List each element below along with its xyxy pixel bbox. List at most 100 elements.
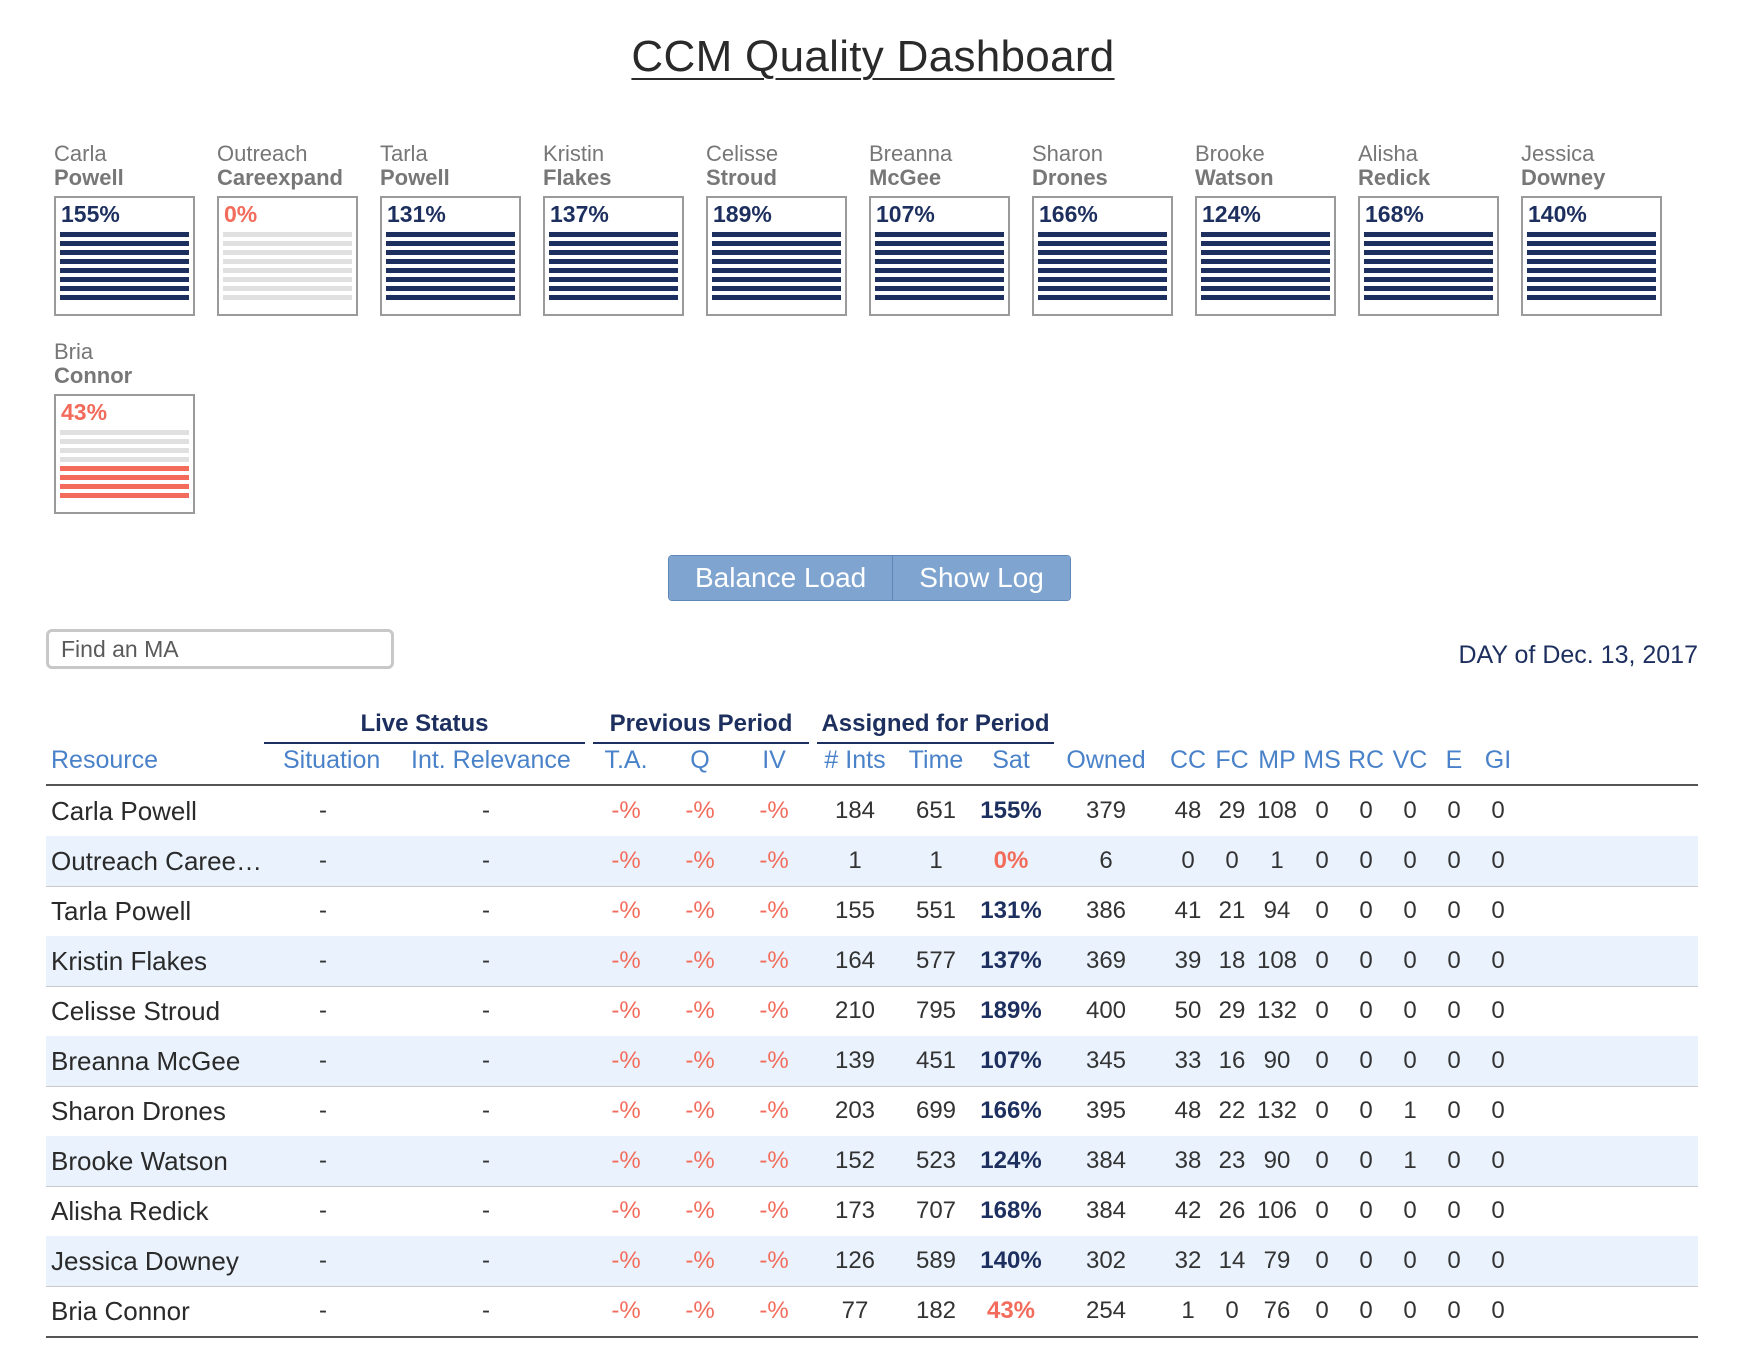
card-last-name: Downey <box>1521 165 1606 190</box>
header-iv[interactable]: IV <box>762 746 786 774</box>
cell-name[interactable]: Carla Powell <box>51 796 197 826</box>
workload-card[interactable]: Outreach Careexpand 0% <box>217 142 358 316</box>
load-bar-segment <box>1364 277 1493 282</box>
header-situation[interactable]: Situation <box>283 746 381 774</box>
table-row[interactable]: Celisse Stroud - - -% -% -% 210 795 189% 400 50 29 1… <box>46 986 1698 1037</box>
load-bar-segment <box>1364 268 1493 273</box>
header-vc[interactable]: VC <box>1392 746 1428 774</box>
cell-fc: 14 <box>1218 1247 1246 1274</box>
table-row[interactable]: Carla Powell - - -% -% -% 184 651 155% 379 48 29 108… <box>46 786 1698 837</box>
cell-vc: 0 <box>1403 1247 1417 1274</box>
cell-name[interactable]: Kristin Flakes <box>51 946 208 976</box>
cell-name[interactable]: Celisse Stroud <box>51 996 221 1026</box>
cell-name[interactable]: Jessica Downey <box>51 1246 239 1276</box>
header-owned[interactable]: Owned <box>1066 746 1146 774</box>
header-resource[interactable]: Resource <box>51 746 158 774</box>
load-bar-segment <box>223 250 352 255</box>
cell-name[interactable]: Bria Connor <box>51 1296 190 1326</box>
table-row[interactable]: Brooke Watson - - -% -% -% 152 523 124% 384 38 23 90… <box>46 1136 1698 1187</box>
cell-e: 0 <box>1447 1247 1461 1274</box>
cell-gi: 0 <box>1491 1097 1505 1124</box>
workload-card[interactable]: Brooke Watson 124% <box>1195 142 1336 316</box>
card-last-name: Stroud <box>706 165 777 190</box>
workload-card[interactable]: Jessica Downey 140% <box>1521 142 1662 316</box>
cell-rc: 0 <box>1359 1097 1373 1124</box>
workload-card[interactable]: Kristin Flakes 137% <box>543 142 684 316</box>
load-bar-segment <box>1527 250 1656 255</box>
header-ms[interactable]: MS <box>1303 746 1341 774</box>
header-cc[interactable]: CC <box>1169 746 1207 774</box>
table-row[interactable]: Kristin Flakes - - -% -% -% 164 577 137% 369 39 18 1… <box>46 936 1698 987</box>
cell-ms: 0 <box>1315 1097 1329 1124</box>
cell-time: 795 <box>915 997 957 1024</box>
header-ta[interactable]: T.A. <box>604 746 648 774</box>
cell-e: 0 <box>1447 1297 1461 1324</box>
cell-owned: 384 <box>1085 1197 1127 1224</box>
table-row[interactable]: Bria Connor - - -% -% -% 77 182 43% 254 1 0 76 0 0 0 0 0 <box>46 1286 1698 1338</box>
header-rc[interactable]: RC <box>1347 746 1385 774</box>
cell-relevance: - <box>482 1147 490 1174</box>
cell-ms: 0 <box>1315 897 1329 924</box>
load-percent: 0% <box>224 201 258 227</box>
header-mp[interactable]: MP <box>1258 746 1296 774</box>
load-bar-segment <box>1364 259 1493 264</box>
cell-iv: -% <box>759 1297 789 1324</box>
cell-sat: 137% <box>980 947 1042 974</box>
workload-card[interactable]: Bria Connor 43% <box>54 340 195 514</box>
cell-situation: - <box>319 1097 327 1124</box>
header-time[interactable]: Time <box>908 746 964 774</box>
header-sat[interactable]: Sat <box>992 746 1030 774</box>
load-bar-segment <box>60 430 189 435</box>
cell-ta: -% <box>611 1097 641 1124</box>
cell-ta: -% <box>611 1147 641 1174</box>
cell-name[interactable]: Breanna McGee <box>51 1046 241 1076</box>
cell-owned: 302 <box>1085 1247 1127 1274</box>
load-bar-segment <box>1364 295 1493 300</box>
load-bar-segment <box>549 286 678 291</box>
table-row[interactable]: Jessica Downey - - -% -% -% 126 589 140% 302 32 14 7… <box>46 1236 1698 1287</box>
group-assigned-for-period: Assigned for Period <box>817 710 1054 744</box>
load-bar-segment <box>1527 268 1656 273</box>
load-bar-segment <box>875 241 1004 246</box>
cell-owned: 345 <box>1085 1047 1127 1074</box>
workload-card[interactable]: Tarla Powell 131% <box>380 142 521 316</box>
header-int-relevance[interactable]: Int. Relevance <box>411 746 571 774</box>
table-row[interactable]: Sharon Drones - - -% -% -% 203 699 166% 395 48 22 13… <box>46 1086 1698 1137</box>
header-fc[interactable]: FC <box>1215 746 1249 774</box>
header-ints[interactable]: # Ints <box>824 746 886 774</box>
workload-card[interactable]: Alisha Redick 168% <box>1358 142 1499 316</box>
cell-name[interactable]: Sharon Drones <box>51 1096 226 1126</box>
cell-name[interactable]: Brooke Watson <box>51 1146 228 1176</box>
table-row[interactable]: Outreach Careexp… - - -% -% -% 1 1 0% 6 0 0 1 0 0 0 0 0 <box>46 836 1698 887</box>
load-bar-segment <box>223 268 352 273</box>
cell-time: 551 <box>915 897 957 924</box>
cell-name[interactable]: Alisha Redick <box>51 1196 209 1226</box>
cell-cc: 38 <box>1174 1147 1202 1174</box>
find-ma-search-input[interactable] <box>46 629 394 669</box>
header-gi[interactable]: GI <box>1484 746 1512 774</box>
cell-vc: 0 <box>1403 997 1417 1024</box>
workload-card[interactable]: Celisse Stroud 189% <box>706 142 847 316</box>
table-row[interactable]: Alisha Redick - - -% -% -% 173 707 168% 384 42 26 10… <box>46 1186 1698 1237</box>
cell-q: -% <box>685 1297 715 1324</box>
header-q[interactable]: Q <box>690 746 710 774</box>
load-bars <box>60 430 189 502</box>
workload-card[interactable]: Carla Powell 155% <box>54 142 195 316</box>
cell-name[interactable]: Tarla Powell <box>51 896 192 926</box>
workload-card[interactable]: Breanna McGee 107% <box>869 142 1010 316</box>
card-first-name: Tarla <box>380 141 428 166</box>
load-bar-segment <box>386 259 515 264</box>
load-bar-segment <box>712 241 841 246</box>
balance-load-button[interactable]: Balance Load <box>669 556 893 600</box>
table-row[interactable]: Tarla Powell - - -% -% -% 155 551 131% 386 41 21 94 0… <box>46 886 1698 937</box>
cell-name[interactable]: Outreach Careexp… <box>51 846 266 876</box>
cell-ms: 0 <box>1315 1147 1329 1174</box>
header-e[interactable]: E <box>1445 746 1463 774</box>
workload-card[interactable]: Sharon Drones 166% <box>1032 142 1173 316</box>
show-log-button[interactable]: Show Log <box>892 556 1070 600</box>
load-bar-segment <box>1527 286 1656 291</box>
group-previous-period: Previous Period <box>593 710 809 744</box>
cell-iv: -% <box>759 1047 789 1074</box>
table-row[interactable]: Breanna McGee - - -% -% -% 139 451 107% 345 33 16 90… <box>46 1036 1698 1087</box>
cell-q: -% <box>685 897 715 924</box>
